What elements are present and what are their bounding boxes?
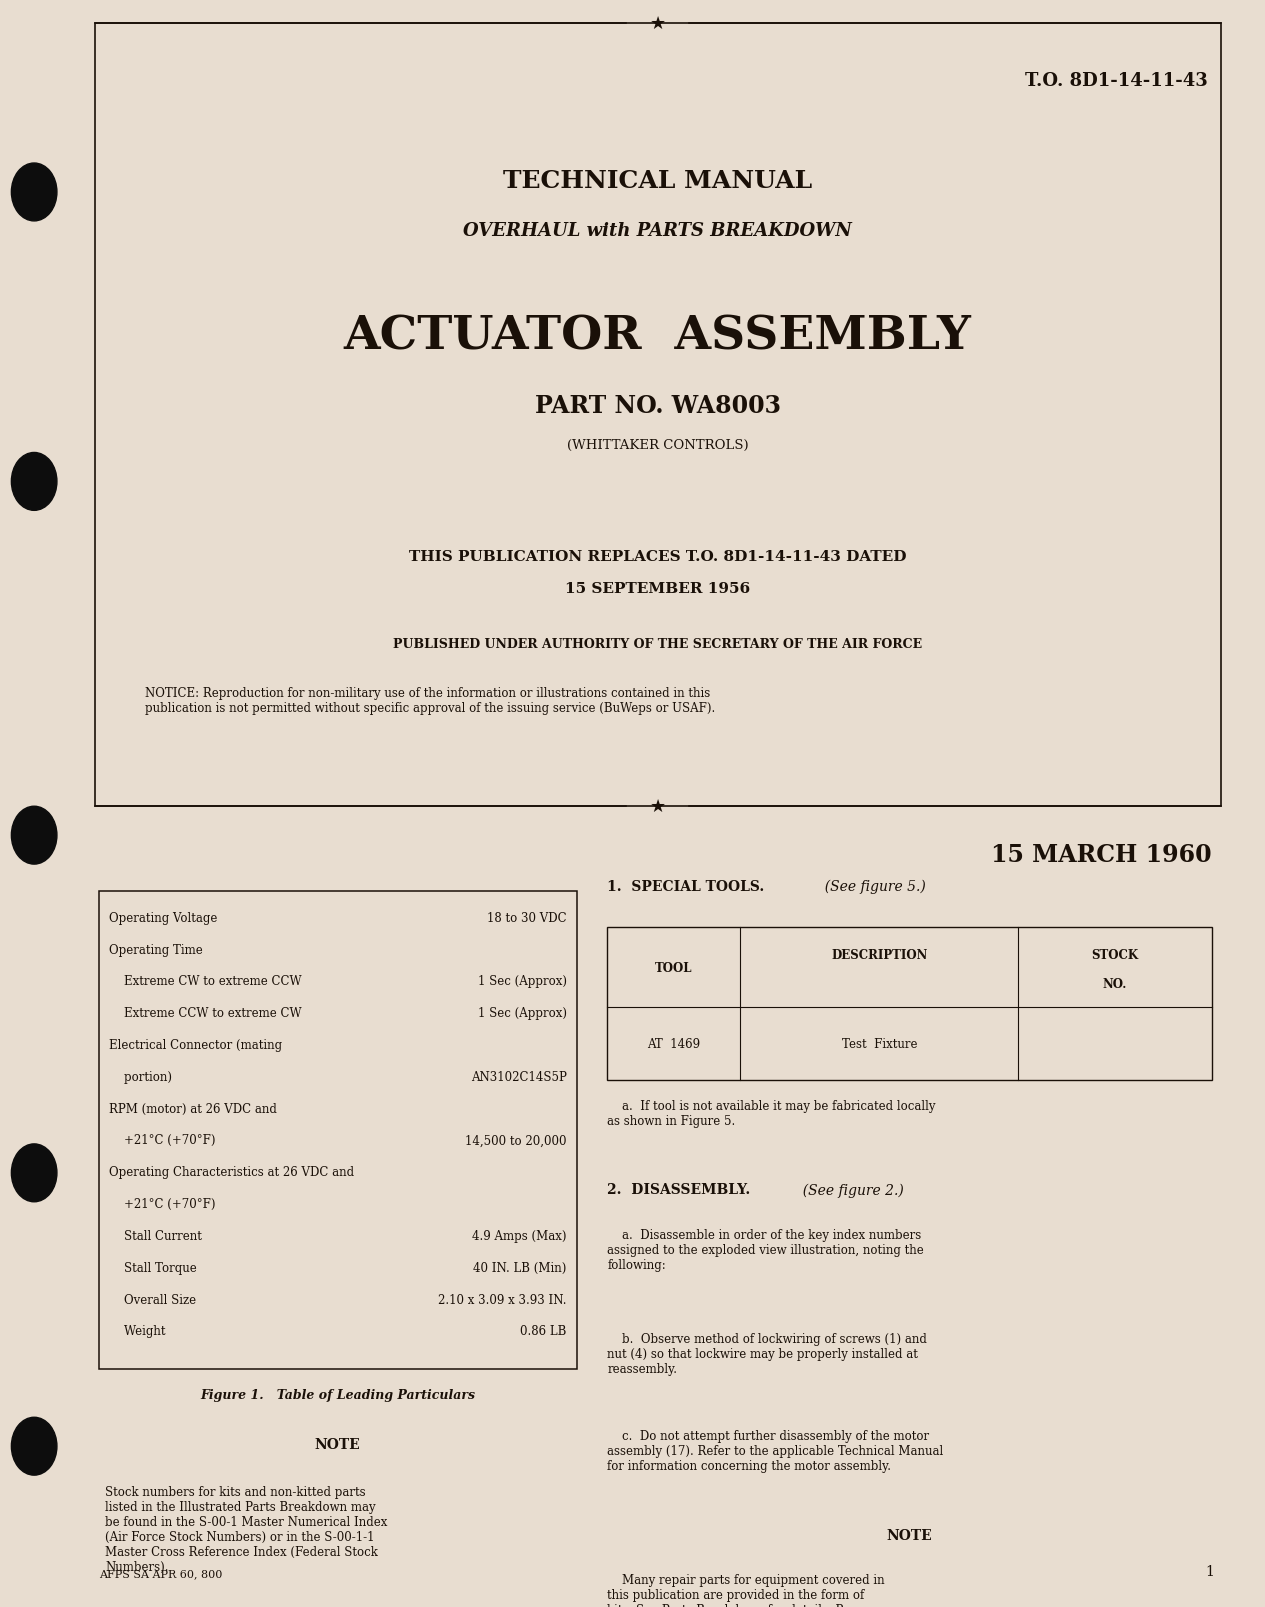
Text: 2.10 x 3.09 x 3.93 IN.: 2.10 x 3.09 x 3.93 IN. bbox=[438, 1292, 567, 1306]
Text: PUBLISHED UNDER AUTHORITY OF THE SECRETARY OF THE AIR FORCE: PUBLISHED UNDER AUTHORITY OF THE SECRETA… bbox=[393, 638, 922, 651]
Text: 2.  DISASSEMBLY.: 2. DISASSEMBLY. bbox=[607, 1183, 750, 1197]
Text: NO.: NO. bbox=[1103, 977, 1127, 990]
Text: +21°C (+70°F): +21°C (+70°F) bbox=[109, 1197, 215, 1210]
Text: b.  Observe method of lockwiring of screws (1) and
nut (4) so that lockwire may : b. Observe method of lockwiring of screw… bbox=[607, 1332, 927, 1376]
Text: AN3102C14S5P: AN3102C14S5P bbox=[471, 1070, 567, 1083]
Text: 15 SEPTEMBER 1956: 15 SEPTEMBER 1956 bbox=[565, 582, 750, 596]
Text: OVERHAUL with PARTS BREAKDOWN: OVERHAUL with PARTS BREAKDOWN bbox=[463, 222, 853, 239]
Circle shape bbox=[11, 1144, 57, 1202]
Text: (See figure 5.): (See figure 5.) bbox=[816, 879, 926, 893]
Bar bbox=[99, 892, 577, 1369]
Text: Test  Fixture: Test Fixture bbox=[841, 1037, 917, 1051]
Text: Weight: Weight bbox=[109, 1324, 166, 1337]
Text: Extreme CW to extreme CCW: Extreme CW to extreme CCW bbox=[109, 975, 301, 988]
Text: RPM (motor) at 26 VDC and: RPM (motor) at 26 VDC and bbox=[109, 1102, 277, 1115]
Text: NOTICE: Reproduction for non-military use of the information or illustrations co: NOTICE: Reproduction for non-military us… bbox=[145, 686, 716, 714]
Text: 1 Sec (Approx): 1 Sec (Approx) bbox=[478, 1006, 567, 1019]
Text: 40 IN. LB (Min): 40 IN. LB (Min) bbox=[473, 1261, 567, 1274]
Text: ★: ★ bbox=[650, 14, 665, 34]
Text: THIS PUBLICATION REPLACES T.O. 8D1-14-11-43 DATED: THIS PUBLICATION REPLACES T.O. 8D1-14-11… bbox=[409, 550, 907, 564]
Text: AFPS SA APR 60, 800: AFPS SA APR 60, 800 bbox=[99, 1568, 223, 1578]
Text: Stall Torque: Stall Torque bbox=[109, 1261, 196, 1274]
Text: +21°C (+70°F): +21°C (+70°F) bbox=[109, 1135, 215, 1147]
Text: portion): portion) bbox=[109, 1070, 172, 1083]
Text: NOTE: NOTE bbox=[887, 1528, 932, 1543]
Text: 1 Sec (Approx): 1 Sec (Approx) bbox=[478, 975, 567, 988]
Circle shape bbox=[11, 1417, 57, 1475]
Text: DESCRIPTION: DESCRIPTION bbox=[831, 948, 927, 961]
Circle shape bbox=[11, 164, 57, 222]
Text: Operating Time: Operating Time bbox=[109, 943, 202, 956]
Text: AT  1469: AT 1469 bbox=[648, 1037, 701, 1051]
Text: ACTUATOR  ASSEMBLY: ACTUATOR ASSEMBLY bbox=[344, 313, 972, 360]
Text: NOTE: NOTE bbox=[315, 1437, 361, 1451]
Text: TECHNICAL MANUAL: TECHNICAL MANUAL bbox=[503, 169, 812, 193]
Text: 14,500 to 20,000: 14,500 to 20,000 bbox=[466, 1135, 567, 1147]
Text: T.O. 8D1-14-11-43: T.O. 8D1-14-11-43 bbox=[1026, 72, 1208, 90]
Text: c.  Do not attempt further disassembly of the motor
assembly (17). Refer to the : c. Do not attempt further disassembly of… bbox=[607, 1429, 944, 1472]
Text: STOCK: STOCK bbox=[1092, 948, 1138, 961]
Text: (WHITTAKER CONTROLS): (WHITTAKER CONTROLS) bbox=[567, 439, 749, 452]
Text: ★: ★ bbox=[650, 797, 665, 816]
Text: 1.  SPECIAL TOOLS.: 1. SPECIAL TOOLS. bbox=[607, 879, 764, 893]
Text: Stall Current: Stall Current bbox=[109, 1229, 201, 1242]
Text: Electrical Connector (mating: Electrical Connector (mating bbox=[109, 1038, 282, 1051]
Text: a.  Disassemble in order of the key index numbers
assigned to the exploded view : a. Disassemble in order of the key index… bbox=[607, 1228, 923, 1271]
Circle shape bbox=[11, 453, 57, 511]
Text: 0.86 LB: 0.86 LB bbox=[520, 1324, 567, 1337]
Text: 4.9 Amps (Max): 4.9 Amps (Max) bbox=[472, 1229, 567, 1242]
Text: 15 MARCH 1960: 15 MARCH 1960 bbox=[992, 842, 1212, 866]
Text: Figure 1.   Table of Leading Particulars: Figure 1. Table of Leading Particulars bbox=[200, 1388, 476, 1401]
Circle shape bbox=[11, 807, 57, 865]
Text: a.  If tool is not available it may be fabricated locally
as shown in Figure 5.: a. If tool is not available it may be fa… bbox=[607, 1099, 936, 1127]
Text: 18 to 30 VDC: 18 to 30 VDC bbox=[487, 911, 567, 924]
Text: Operating Voltage: Operating Voltage bbox=[109, 911, 218, 924]
Text: (See figure 2.): (See figure 2.) bbox=[794, 1183, 904, 1197]
Text: Many repair parts for equipment covered in
this publication are provided in the : Many repair parts for equipment covered … bbox=[607, 1573, 891, 1607]
Text: 1: 1 bbox=[1206, 1564, 1214, 1578]
Text: TOOL: TOOL bbox=[655, 961, 692, 974]
Bar bbox=[607, 927, 1212, 1080]
Text: Stock numbers for kits and non-kitted parts
listed in the Illustrated Parts Brea: Stock numbers for kits and non-kitted pa… bbox=[105, 1485, 387, 1573]
Text: PART NO. WA8003: PART NO. WA8003 bbox=[535, 394, 781, 418]
Bar bbox=[95, 24, 1221, 807]
Text: Operating Characteristics at 26 VDC and: Operating Characteristics at 26 VDC and bbox=[109, 1165, 354, 1178]
Text: Extreme CCW to extreme CW: Extreme CCW to extreme CW bbox=[109, 1006, 301, 1019]
Text: Overall Size: Overall Size bbox=[109, 1292, 196, 1306]
